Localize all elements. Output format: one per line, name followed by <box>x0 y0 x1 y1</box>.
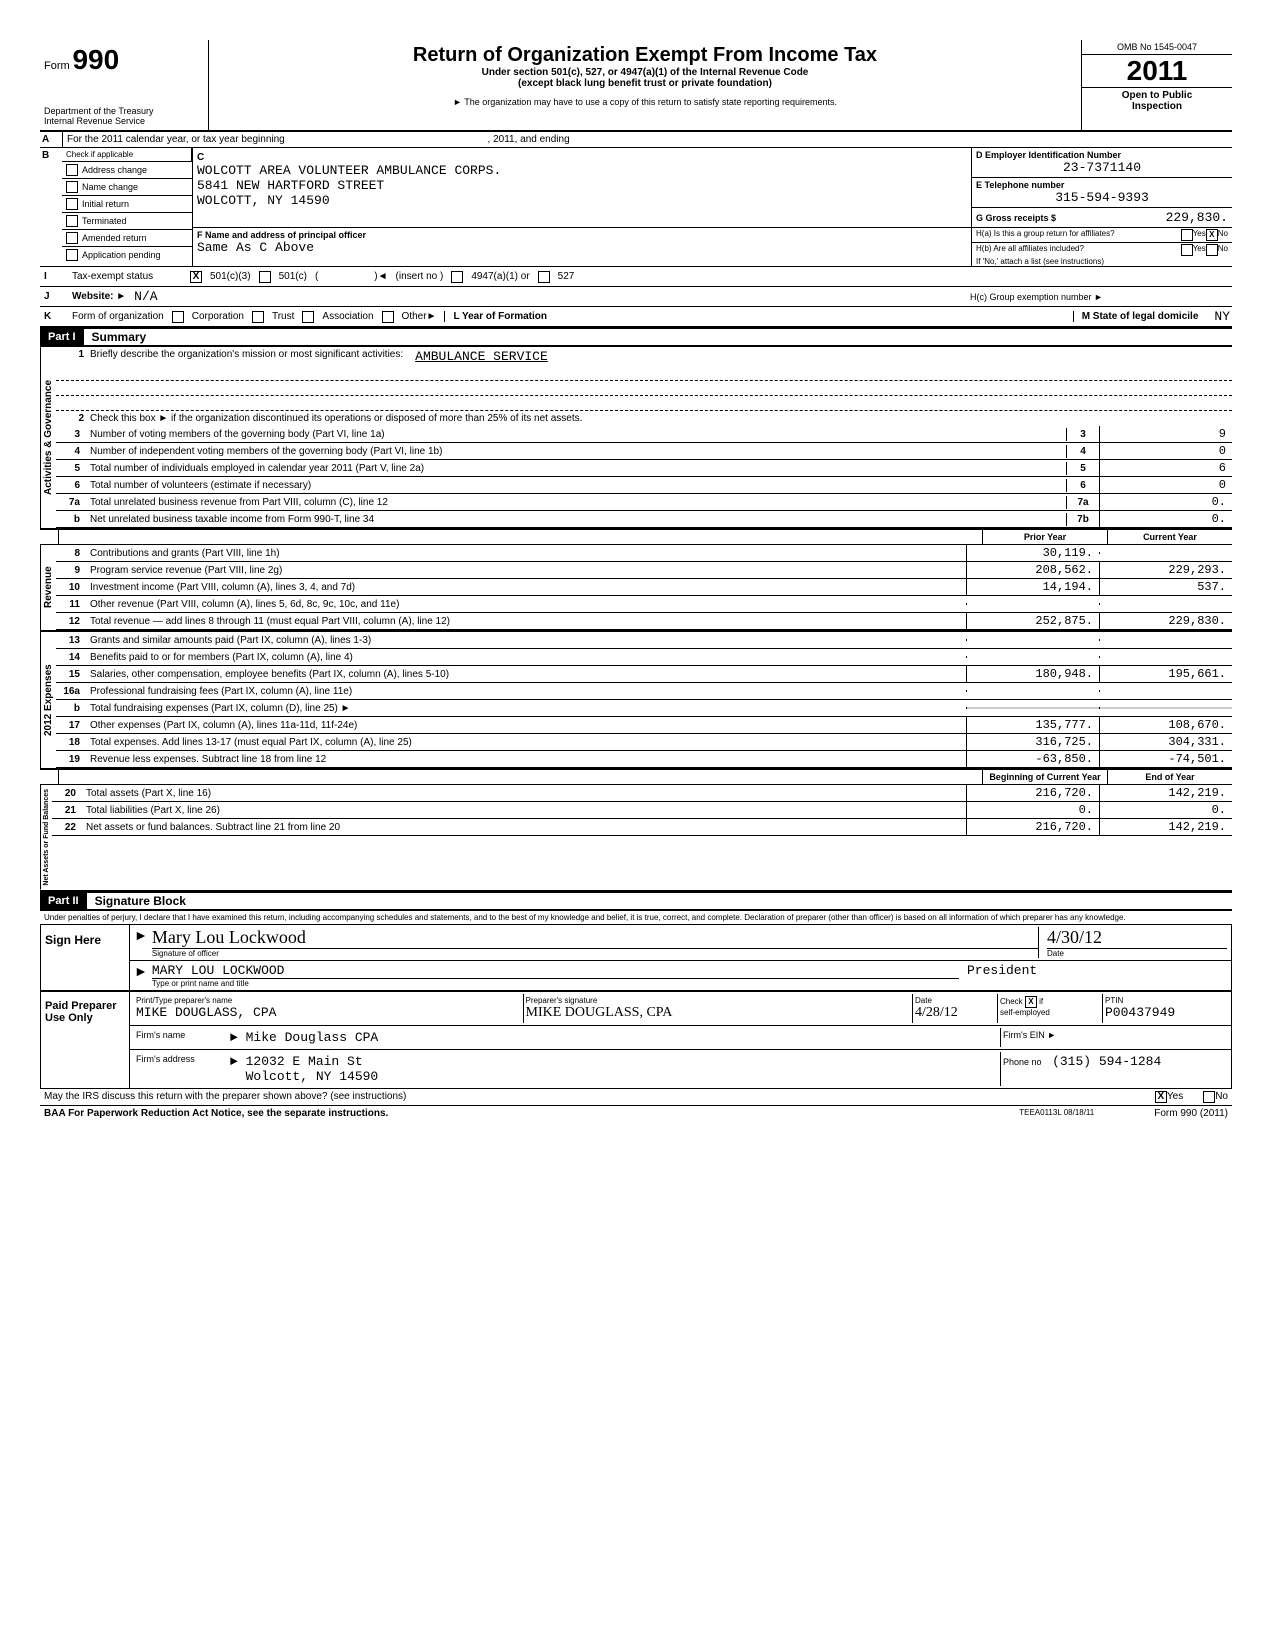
perjury: Under penalties of perjury, I declare th… <box>40 911 1232 924</box>
netassets-section: Net Assets or Fund Balances 20Total asse… <box>40 785 1232 892</box>
g-label: G Gross receipts $ <box>976 213 1166 223</box>
firm-name: Mike Douglass CPA <box>246 1030 379 1045</box>
header-right: OMB No 1545-0047 2011 Open to PublicInsp… <box>1081 40 1232 130</box>
letter-b: B <box>40 148 62 266</box>
irs: Internal Revenue Service <box>44 116 204 126</box>
section-k: K Form of organization Corporation Trust… <box>40 307 1232 328</box>
revenue-section: Revenue 8Contributions and grants (Part … <box>40 545 1232 632</box>
d-label: D Employer Identification Number <box>976 150 1228 160</box>
cb-initial: Initial return <box>62 196 192 213</box>
sign-date: 4/30/12 <box>1047 927 1227 948</box>
header-left: Form 990 Department of the Treasury Inte… <box>40 40 209 130</box>
discuss-row: May the IRS discuss this return with the… <box>40 1089 1232 1106</box>
prior-year-header: Prior Year <box>982 530 1107 544</box>
expenses-label: 2012 Expenses <box>40 632 56 768</box>
end-year-header: End of Year <box>1107 770 1232 784</box>
form-number: 990 <box>72 44 119 75</box>
netassets-label: Net Assets or Fund Balances <box>40 785 52 890</box>
mission: AMBULANCE SERVICE <box>415 349 548 364</box>
letter-a: A <box>40 132 63 147</box>
ptin: P00437949 <box>1105 1005 1225 1020</box>
phone: 315-594-9393 <box>976 190 1228 205</box>
ein: 23-7371140 <box>976 160 1228 175</box>
officer-signature: Mary Lou Lockwood <box>152 927 1038 948</box>
section-a: A For the 2011 calendar year, or tax yea… <box>40 132 1232 148</box>
org-name: WOLCOTT AREA VOLUNTEER AMBULANCE CORPS. <box>197 163 967 178</box>
section-bcd: B Check if applicable Address change Nam… <box>40 148 1232 267</box>
preparer-block: Paid Preparer Use Only Print/Type prepar… <box>40 992 1232 1089</box>
sign-block: Sign Here ► Mary Lou Lockwood Signature … <box>40 924 1232 992</box>
f-value: Same As C Above <box>197 240 967 255</box>
part2-header: Part II Signature Block <box>40 892 1232 911</box>
e-label: E Telephone number <box>976 180 1228 190</box>
cb-pending: Application pending <box>62 247 192 263</box>
omb: OMB No 1545-0047 <box>1082 40 1232 55</box>
preparer-sig: MIKE DOUGLASS, CPA <box>526 1005 911 1021</box>
subtitle2: (except black lung benefit trust or priv… <box>217 78 1073 89</box>
subtitle1: Under section 501(c), 527, or 4947(a)(1)… <box>217 67 1073 78</box>
form-word: Form <box>44 60 70 72</box>
firm-addr: 12032 E Main St <box>246 1054 363 1069</box>
cb-terminated: Terminated <box>62 213 192 230</box>
header-center: Return of Organization Exempt From Incom… <box>209 40 1081 130</box>
expenses-section: 2012 Expenses 13Grants and similar amoun… <box>40 632 1232 770</box>
preparer-name: MIKE DOUGLASS, CPA <box>136 1005 521 1020</box>
governance-section: Activities & Governance 1 Briefly descri… <box>40 347 1232 530</box>
check-header: Check if applicable <box>62 148 192 162</box>
open-public: Open to PublicInspection <box>1082 87 1232 114</box>
sign-here-label: Sign Here <box>41 925 130 990</box>
section-a-text: For the 2011 calendar year, or tax year … <box>63 132 1232 147</box>
governance-label: Activities & Governance <box>40 347 56 528</box>
preparer-phone: (315) 594-1284 <box>1052 1054 1161 1069</box>
hb-note: If 'No,' attach a list (see instructions… <box>972 257 1232 266</box>
hb-row: H(b) Are all affiliates included? Yes No <box>972 243 1232 257</box>
section-i: I Tax-exempt status X501(c)(3) 501(c) ()… <box>40 267 1232 287</box>
gross-receipts: 229,830. <box>1166 210 1228 225</box>
addr1: 5841 NEW HARTFORD STREET <box>197 178 967 193</box>
preparer-date: 4/28/12 <box>915 1005 995 1021</box>
subtitle3: ► The organization may have to use a cop… <box>217 97 1073 107</box>
form-title: Return of Organization Exempt From Incom… <box>217 44 1073 67</box>
cb-address: Address change <box>62 162 192 179</box>
checkboxes-col: Check if applicable Address change Name … <box>62 148 193 266</box>
officer-title: President <box>967 963 1227 978</box>
preparer-label: Paid Preparer Use Only <box>41 992 130 1088</box>
cb-name: Name change <box>62 179 192 196</box>
address-block: C WOLCOTT AREA VOLUNTEER AMBULANCE CORPS… <box>193 148 972 227</box>
dept: Department of the Treasury <box>44 106 204 116</box>
current-year-header: Current Year <box>1107 530 1232 544</box>
part1-header: Part I Summary <box>40 328 1232 347</box>
cb-amended: Amended return <box>62 230 192 247</box>
footer-row: BAA For Paperwork Reduction Act Notice, … <box>40 1106 1232 1121</box>
begin-year-header: Beginning of Current Year <box>982 770 1107 784</box>
ha-row: H(a) Is this a group return for affiliat… <box>972 228 1232 243</box>
officer-name: MARY LOU LOCKWOOD <box>152 963 959 978</box>
revenue-label: Revenue <box>40 545 56 630</box>
f-label: F Name and address of principal officer <box>197 230 967 240</box>
form-header: Form 990 Department of the Treasury Inte… <box>40 40 1232 132</box>
addr2: WOLCOTT, NY 14590 <box>197 193 967 208</box>
section-j: J Website: ► N/A H(c) Group exemption nu… <box>40 287 1232 307</box>
year: 2011 <box>1082 55 1232 87</box>
d-block: D Employer Identification Number 23-7371… <box>972 148 1232 227</box>
